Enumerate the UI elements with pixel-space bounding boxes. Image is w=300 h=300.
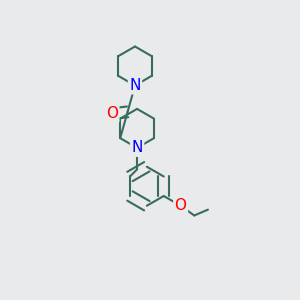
Text: O: O xyxy=(106,106,118,121)
Text: O: O xyxy=(175,198,187,213)
Text: N: N xyxy=(131,140,143,155)
Text: N: N xyxy=(129,78,141,93)
